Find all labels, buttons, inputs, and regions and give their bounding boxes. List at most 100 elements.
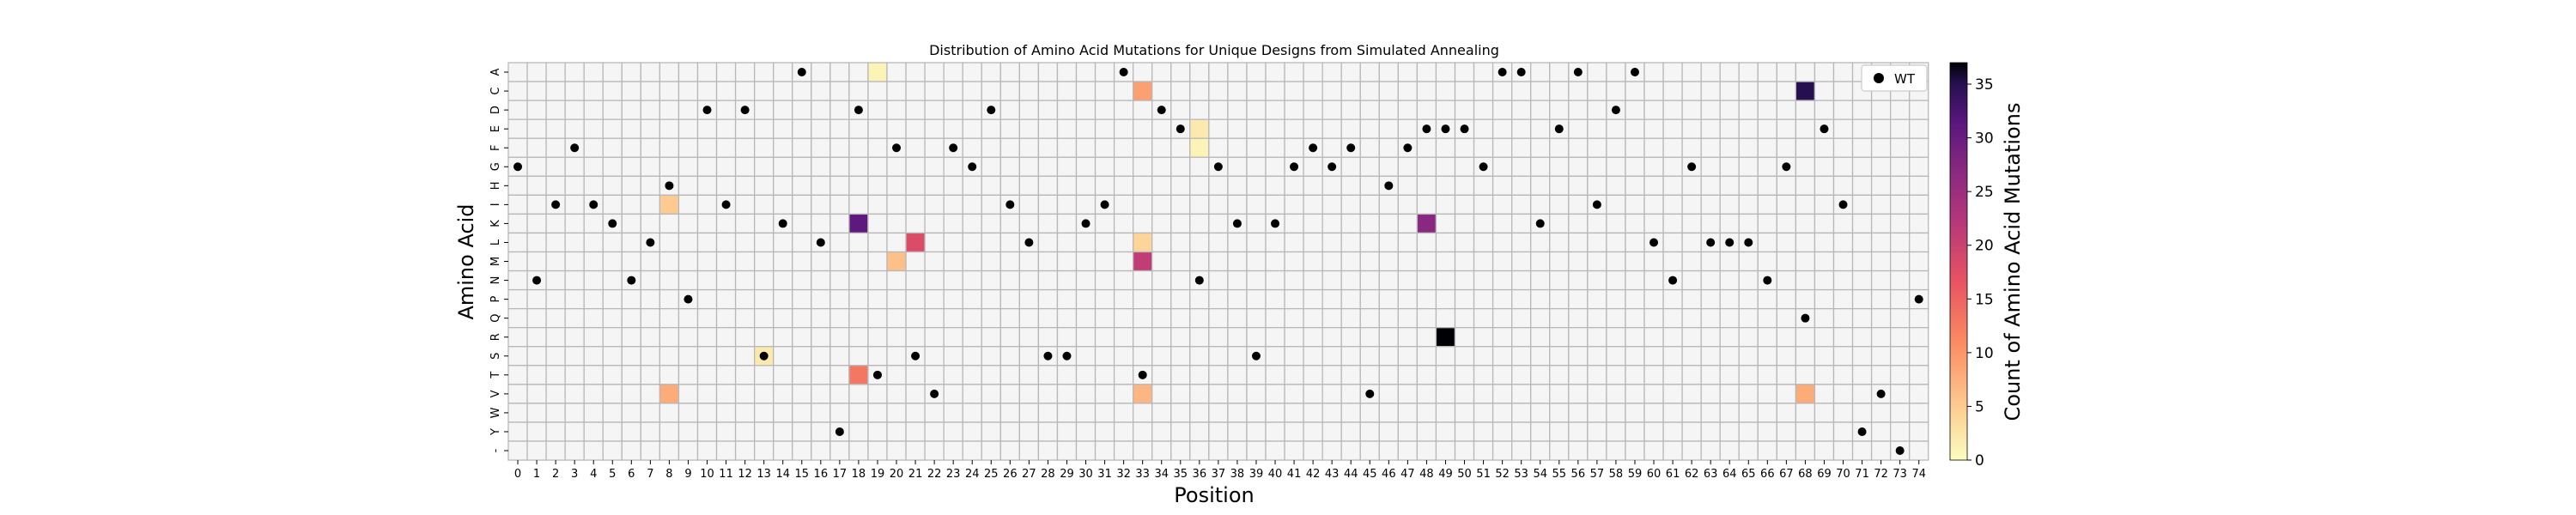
heatmap-cell — [1832, 288, 1854, 310]
wt-marker — [1441, 124, 1450, 134]
heatmap-cell — [1719, 194, 1740, 215]
heatmap-cell — [1851, 251, 1873, 272]
heatmap-cell — [829, 270, 850, 291]
y-tick-label: E — [489, 125, 502, 132]
heatmap-cell — [1625, 194, 1645, 215]
heatmap-cell — [867, 384, 888, 404]
heatmap-cell — [1227, 118, 1248, 139]
x-tick-label: 0 — [514, 468, 521, 481]
heatmap-cell — [1454, 365, 1475, 385]
heatmap-cell — [1265, 62, 1285, 82]
heatmap-cell — [924, 421, 945, 442]
heatmap-cell — [1170, 251, 1191, 272]
heatmap-cell — [1568, 81, 1589, 101]
heatmap-cell — [715, 288, 737, 310]
heatmap-cell — [1208, 288, 1229, 310]
heatmap-cell — [1265, 346, 1285, 367]
heatmap-cell — [1113, 384, 1134, 404]
heatmap-cell — [1170, 403, 1191, 423]
heatmap-cell — [1738, 270, 1759, 291]
heatmap-cell — [999, 251, 1021, 272]
y-tick-label: R — [489, 333, 502, 341]
heatmap-cell — [1378, 194, 1400, 215]
heatmap-cell — [1643, 346, 1664, 367]
heatmap-cell — [943, 440, 963, 461]
heatmap-cell — [924, 288, 945, 310]
wildtype-markers — [513, 68, 1923, 456]
heatmap-cell — [1018, 194, 1040, 215]
heatmap-cell — [1397, 62, 1419, 82]
heatmap-cell — [1795, 156, 1816, 177]
heatmap-cell — [773, 440, 793, 461]
heatmap-cell — [811, 194, 831, 215]
heatmap-cell — [1094, 62, 1115, 82]
heatmap-cell — [1587, 346, 1607, 367]
heatmap-cell — [696, 213, 718, 234]
heatmap-cell — [1133, 288, 1153, 310]
heatmap-cell — [1530, 232, 1551, 253]
heatmap-cell — [564, 307, 585, 329]
heatmap-cell — [1246, 118, 1267, 139]
heatmap-cell — [1814, 213, 1835, 234]
heatmap-cell — [1170, 421, 1191, 442]
heatmap-cell — [1265, 137, 1285, 158]
heatmap-cell — [1397, 288, 1419, 310]
heatmap-cell — [583, 137, 604, 158]
x-tick-label: 28 — [1041, 468, 1055, 481]
heatmap-cell — [1227, 327, 1248, 348]
heatmap-cell — [1359, 62, 1380, 82]
heatmap-cell — [943, 384, 963, 404]
colorbar-label: Count of Amino Acid Mutations — [2001, 103, 2025, 421]
heatmap-cell — [583, 384, 604, 404]
wt-marker — [627, 276, 636, 285]
y-tick-label: D — [489, 106, 502, 114]
heatmap-cell — [962, 440, 982, 461]
heatmap-cell — [1814, 156, 1835, 177]
x-tick-label: 53 — [1514, 468, 1528, 481]
heatmap-cell — [1662, 251, 1683, 272]
heatmap-cell — [1208, 403, 1229, 423]
heatmap-cell — [1208, 232, 1229, 253]
heatmap-cell — [1851, 156, 1873, 177]
heatmap-cell — [811, 100, 831, 120]
heatmap-cell — [1870, 118, 1892, 139]
heatmap-cell — [1416, 100, 1437, 120]
heatmap-cell — [1587, 365, 1607, 385]
wt-marker — [1725, 238, 1735, 247]
heatmap-cell — [1889, 270, 1911, 291]
heatmap-cell — [545, 384, 566, 404]
heatmap-cell — [1870, 232, 1892, 253]
heatmap-cell — [1454, 232, 1475, 253]
heatmap-cell — [962, 213, 982, 234]
heatmap-cell — [507, 327, 528, 348]
heatmap-cell — [811, 440, 831, 461]
heatmap-cell — [1776, 440, 1797, 461]
heatmap-cell — [1549, 421, 1570, 442]
y-tick-label: C — [489, 88, 502, 95]
heatmap-cell — [1454, 421, 1475, 442]
heatmap-cell — [1435, 403, 1456, 423]
heatmap-cell — [1303, 175, 1323, 197]
heatmap-cell — [1757, 175, 1778, 197]
heatmap-cell — [1511, 403, 1532, 423]
heatmap-cell — [507, 213, 528, 234]
heatmap-cell — [848, 346, 869, 367]
heatmap-cell — [981, 251, 1001, 272]
heatmap-cell — [1587, 251, 1607, 272]
heatmap-cell — [640, 175, 661, 197]
heatmap-cell — [734, 62, 756, 82]
heatmap-cell — [1227, 384, 1248, 404]
heatmap-cell — [754, 62, 775, 82]
heatmap-cell — [1189, 194, 1210, 215]
heatmap-cell — [1056, 440, 1078, 461]
heatmap-cell — [1454, 288, 1475, 310]
heatmap-cell — [1284, 307, 1304, 329]
heatmap-cell — [621, 156, 641, 177]
heatmap-cell — [867, 307, 888, 329]
heatmap-cell — [1643, 288, 1664, 310]
heatmap-cell — [583, 327, 604, 348]
heatmap-cell — [1056, 100, 1078, 120]
heatmap-cell — [1151, 81, 1172, 101]
heatmap-cell — [1246, 175, 1267, 197]
heatmap-cell — [1719, 307, 1740, 329]
